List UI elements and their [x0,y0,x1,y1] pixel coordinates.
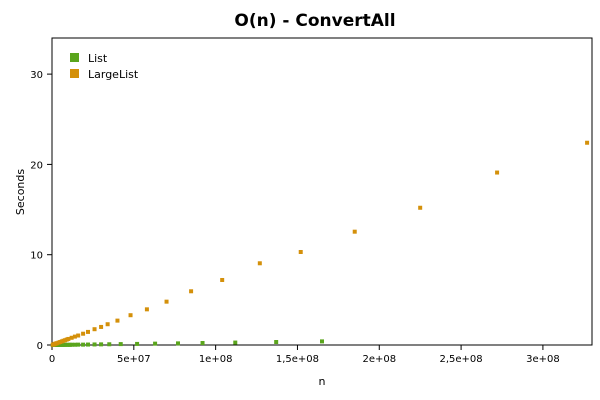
chart-title: O(n) - ConvertAll [234,11,395,31]
data-point [76,342,81,347]
data-point [81,331,86,336]
plot-area [51,37,593,346]
y-tick-label: 20 [30,160,43,171]
data-point [153,341,158,346]
data-point [69,335,74,340]
data-point [257,261,262,266]
series-list [50,339,324,347]
x-tick-label: 5e+07 [117,354,151,365]
data-point [418,205,423,210]
x-axis-label: n [319,375,326,388]
legend-label: List [88,52,108,65]
data-point [72,334,77,339]
data-point [72,342,77,347]
legend-label: LargeList [88,68,139,81]
data-point [99,342,104,347]
legend-swatch [70,69,79,78]
x-tick-label: 0 [49,354,55,365]
data-point [115,318,120,323]
x-tick-label: 1,5e+08 [276,354,319,365]
data-point [495,170,500,175]
data-point [107,342,112,347]
data-point [92,342,97,347]
data-point [86,329,90,334]
data-point [135,341,140,346]
data-point [220,277,225,282]
data-point [320,339,324,344]
data-point [200,341,205,346]
y-tick-label: 10 [30,251,43,262]
data-point [92,327,97,332]
legend-swatch [70,53,79,62]
data-point [164,299,169,304]
data-point [118,342,123,347]
data-point [86,342,90,347]
data-point [144,307,149,312]
series-layer [50,140,590,347]
y-tick-label: 0 [37,341,43,352]
x-tick-label: 3e+08 [526,354,560,365]
x-axis: 0 5e+07 1e+08 1,5e+08 2e+08 2,5e+08 3e+08 [49,345,560,365]
data-point [298,249,303,254]
series-largelist [50,140,590,347]
legend: List LargeList [70,52,139,81]
data-point [105,322,110,327]
data-point [176,341,180,346]
data-point [189,289,194,294]
x-tick-label: 2,5e+08 [440,354,483,365]
y-axis: 0 10 20 30 [30,70,52,352]
data-point [81,342,86,347]
data-point [99,324,104,329]
data-point [69,342,74,347]
plot-frame [51,37,593,346]
x-tick-label: 2e+08 [362,354,396,365]
data-point [76,333,81,338]
data-point [66,336,71,341]
x-tick-label: 1e+08 [199,354,233,365]
y-tick-label: 30 [30,70,43,81]
data-point [128,313,133,318]
data-point [274,340,279,345]
y-axis-label: Seconds [14,169,27,215]
data-point [233,340,238,345]
data-point [585,140,590,145]
data-point [352,229,357,234]
